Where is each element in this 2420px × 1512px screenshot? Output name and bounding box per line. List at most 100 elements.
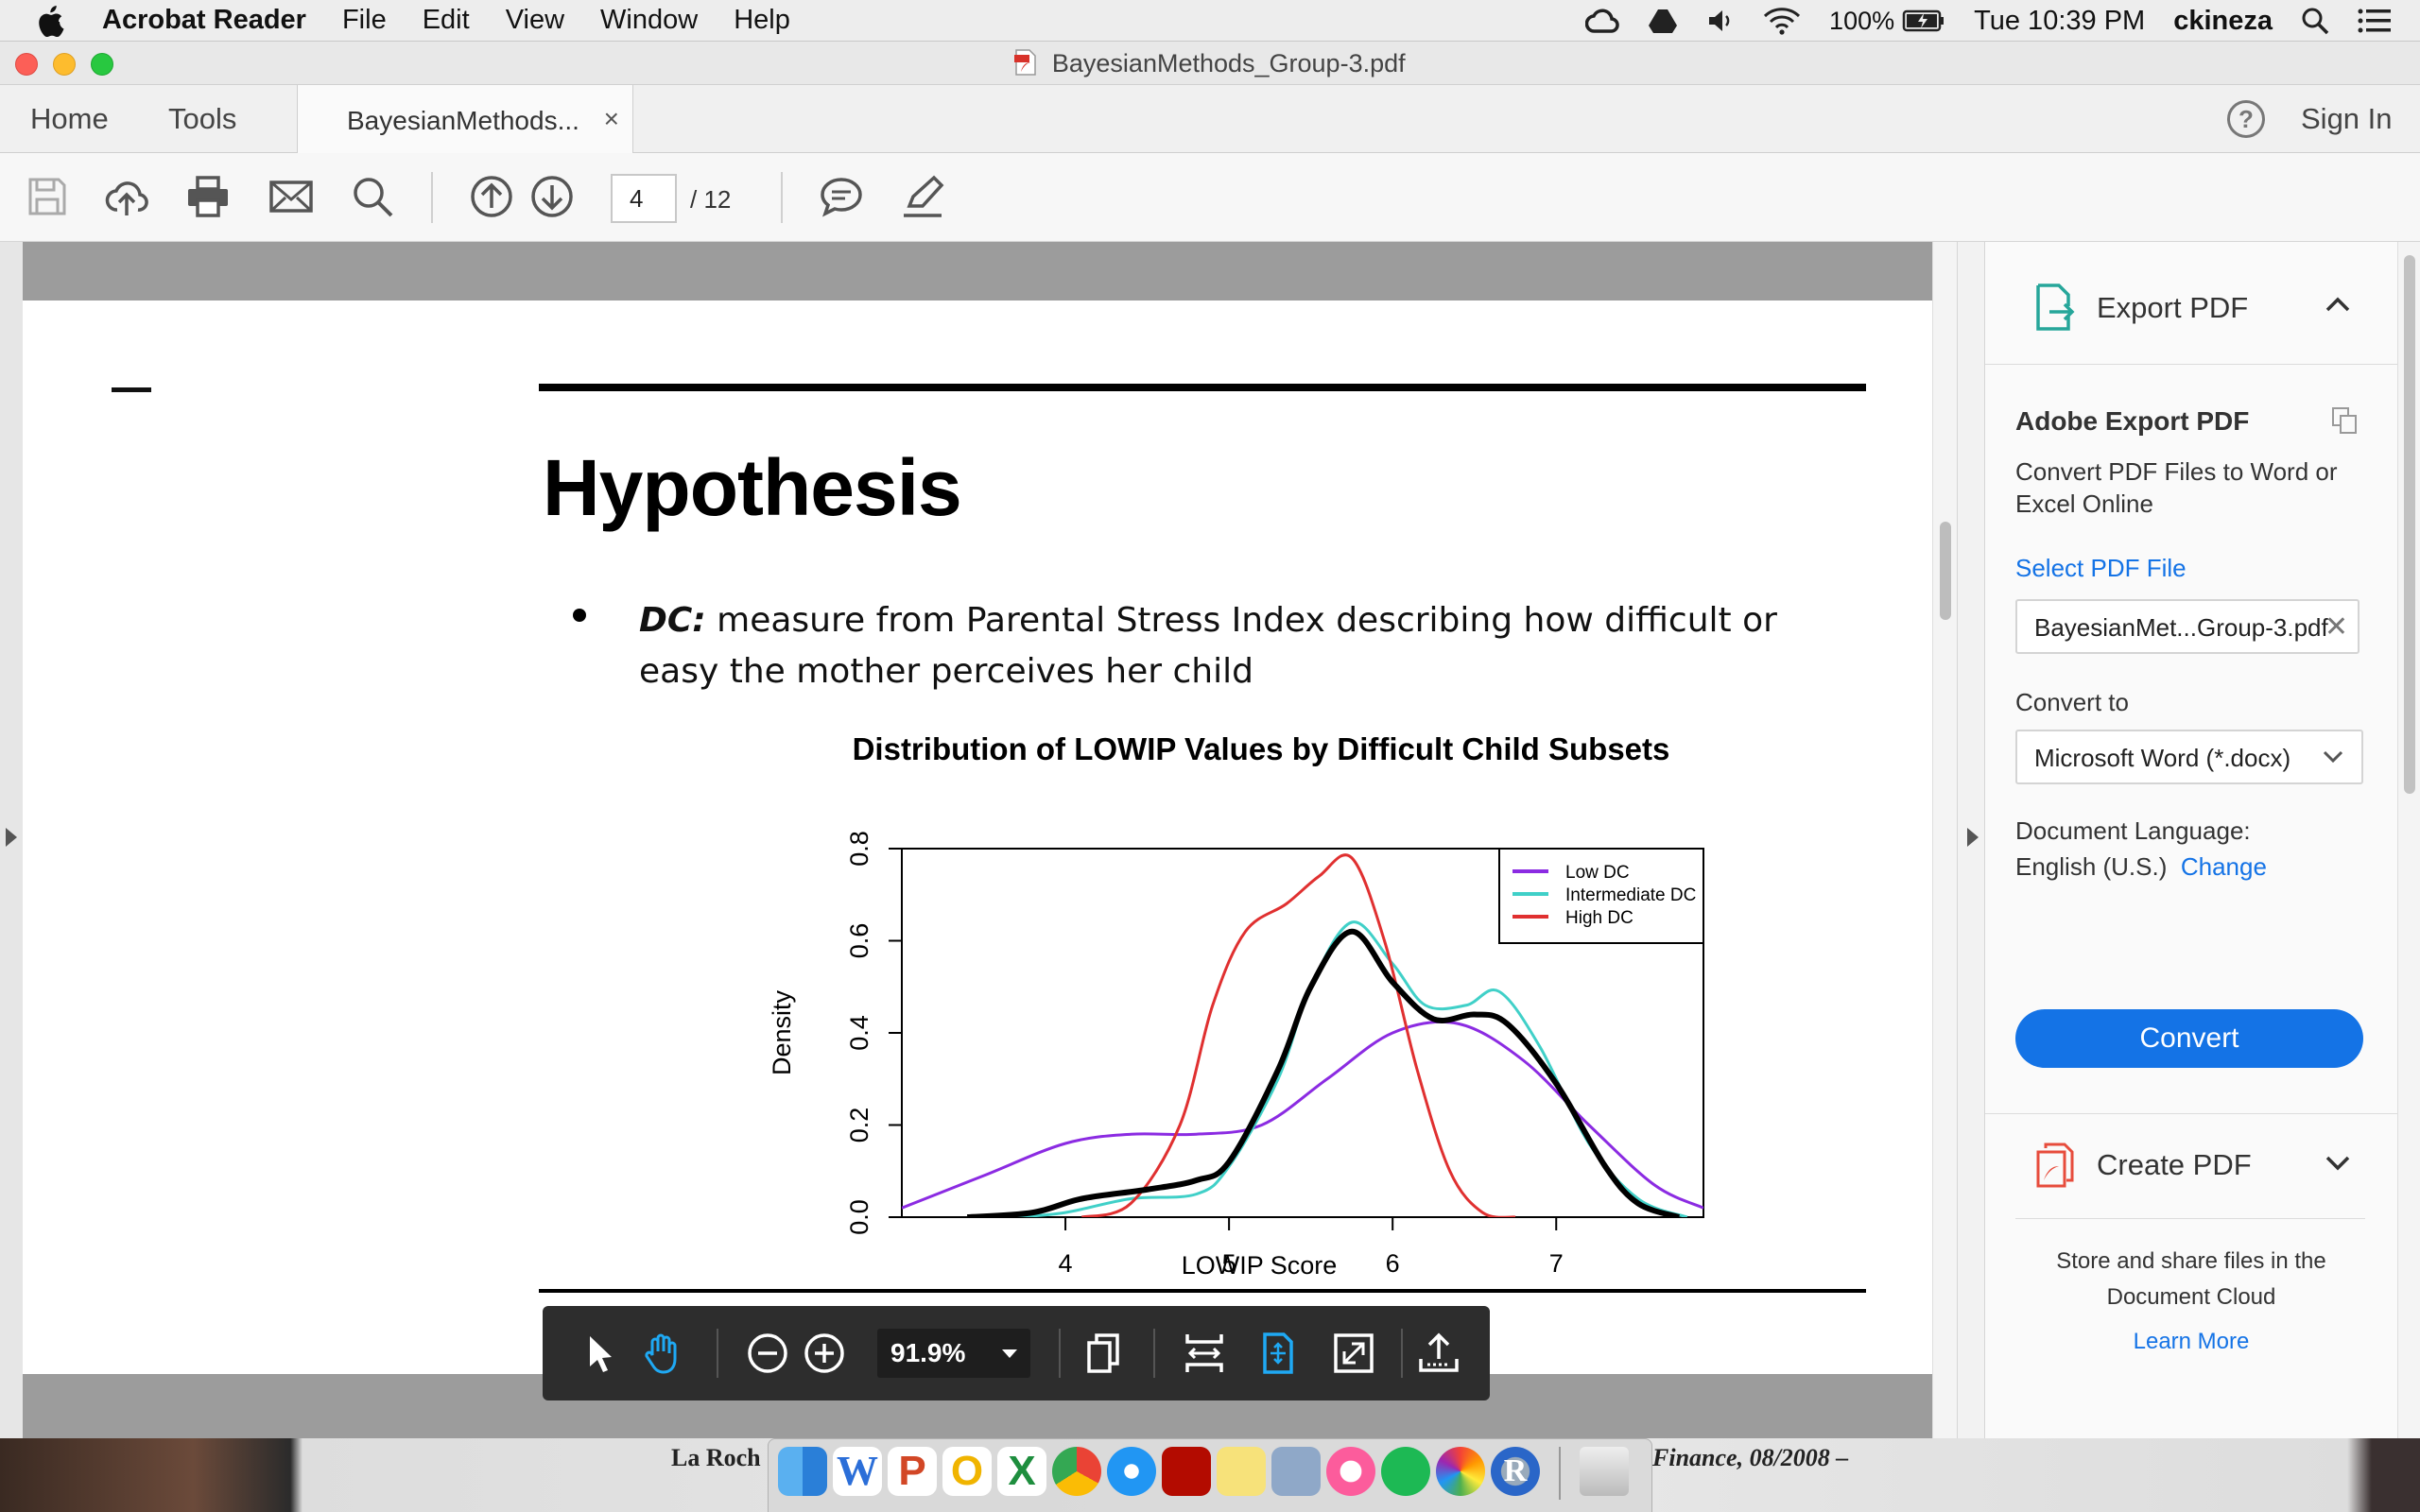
- select-pdf-file-link[interactable]: Select PDF File: [2015, 554, 2187, 582]
- acrobat-icon[interactable]: [1162, 1447, 1211, 1496]
- chrome-icon[interactable]: [1052, 1447, 1101, 1496]
- share-upload-icon[interactable]: [1416, 1331, 1461, 1376]
- tab-document[interactable]: BayesianMethods... ×: [297, 85, 633, 154]
- tab-home[interactable]: Home: [30, 102, 109, 135]
- safari-icon[interactable]: [1107, 1447, 1156, 1496]
- toolbar: 4 / 12: [0, 153, 2420, 242]
- menu-help[interactable]: Help: [734, 5, 790, 35]
- document-language: Document Language: English (U.S.) Change: [2015, 813, 2267, 885]
- full-screen-icon[interactable]: [1331, 1331, 1376, 1376]
- chevron-down-icon[interactable]: [2324, 1154, 2352, 1177]
- document-viewport[interactable]: Hypothesis DC: measure from Parental Str…: [0, 242, 1957, 1438]
- drive-icon[interactable]: [1648, 8, 1678, 34]
- pane-scrollbar-thumb[interactable]: [2404, 255, 2415, 794]
- menu-edit[interactable]: Edit: [422, 5, 470, 35]
- comment-icon[interactable]: [819, 174, 864, 219]
- upload-cloud-icon[interactable]: [104, 174, 149, 219]
- convert-format-dropdown[interactable]: Microsoft Word (*.docx): [2015, 730, 2363, 784]
- chart-title: Distribution of LOWIP Values by Difficul…: [853, 731, 1670, 766]
- search-icon[interactable]: [350, 174, 395, 219]
- virtualbox-icon[interactable]: [1271, 1447, 1321, 1496]
- battery-icon[interactable]: [1902, 9, 1945, 33]
- fullscreen-window-button[interactable]: [91, 53, 113, 76]
- word-icon[interactable]: W: [833, 1447, 882, 1496]
- user-name[interactable]: ckineza: [2173, 5, 2273, 36]
- menu-app-name[interactable]: Acrobat Reader: [102, 5, 306, 35]
- itunes-icon[interactable]: [1326, 1447, 1375, 1496]
- sign-pen-icon[interactable]: [900, 174, 945, 219]
- outlook-icon[interactable]: O: [942, 1447, 992, 1496]
- create-pdf-header[interactable]: Create PDF: [1985, 1113, 2397, 1225]
- menu-bar: Acrobat Reader File Edit View Window Hel…: [0, 0, 2420, 42]
- close-tab-icon[interactable]: ×: [603, 104, 619, 133]
- close-window-button[interactable]: [15, 53, 38, 76]
- apple-icon[interactable]: [36, 5, 74, 37]
- hand-tool-icon[interactable]: [641, 1331, 686, 1376]
- zoom-caret-icon: [1002, 1349, 1017, 1358]
- clear-file-icon[interactable]: ✕: [2324, 611, 2348, 643]
- previous-page-icon[interactable]: [469, 174, 514, 219]
- pdf-file-icon: [1014, 49, 1037, 82]
- spotlight-search-icon[interactable]: [2301, 7, 2329, 35]
- spotify-icon[interactable]: [1381, 1447, 1430, 1496]
- bullet-term: DC:: [639, 601, 706, 640]
- fit-width-icon[interactable]: [1182, 1331, 1227, 1376]
- r-app-icon[interactable]: R: [1491, 1447, 1540, 1496]
- menu-file[interactable]: File: [341, 5, 387, 35]
- menu-view[interactable]: View: [505, 5, 565, 35]
- zoom-in-icon[interactable]: [802, 1331, 847, 1376]
- chevron-down-icon: [2322, 748, 2344, 768]
- powerpoint-icon[interactable]: P: [888, 1447, 937, 1496]
- finder-icon[interactable]: [778, 1447, 827, 1496]
- save-icon[interactable]: [25, 174, 70, 219]
- clock[interactable]: Tue 10:39 PM: [1974, 5, 2146, 36]
- learn-more-link[interactable]: Learn More: [2133, 1329, 2250, 1354]
- legend-label: Low DC: [1565, 863, 1630, 883]
- chevron-up-icon[interactable]: [2324, 295, 2352, 318]
- export-pdf-header[interactable]: Export PDF: [1985, 242, 2397, 365]
- email-icon[interactable]: [268, 174, 314, 219]
- series-line-high-dc: [1080, 853, 1516, 1217]
- next-page-icon[interactable]: [529, 174, 575, 219]
- excel-icon[interactable]: X: [997, 1447, 1046, 1496]
- notes-icon[interactable]: [1217, 1447, 1266, 1496]
- fit-page-icon[interactable]: [1255, 1331, 1301, 1376]
- zoom-dropdown[interactable]: 91.9%: [877, 1329, 1030, 1378]
- selected-file-field[interactable]: BayesianMet...Group-3.pdf ✕: [2015, 599, 2360, 654]
- export-info-icon[interactable]: [2331, 406, 2360, 439]
- creative-cloud-icon[interactable]: [1585, 7, 1619, 35]
- battery-percent: 100%: [1829, 6, 1895, 35]
- menu-window[interactable]: Window: [600, 5, 699, 35]
- page-display-icon[interactable]: [1081, 1331, 1127, 1376]
- photos-icon[interactable]: [1436, 1447, 1485, 1496]
- sign-in-link[interactable]: Sign In: [2301, 102, 2393, 135]
- pane-scrollbar[interactable]: [2397, 242, 2420, 1438]
- select-arrow-icon[interactable]: [577, 1331, 622, 1376]
- document-scrollbar[interactable]: [1932, 242, 1957, 1438]
- minimize-window-button[interactable]: [53, 53, 76, 76]
- trash-icon[interactable]: [1580, 1447, 1629, 1496]
- document-scrollbar-thumb[interactable]: [1940, 522, 1951, 620]
- dock: W P O X R: [768, 1438, 1652, 1512]
- selected-file-name: BayesianMet...Group-3.pdf: [2034, 613, 2328, 642]
- convert-button[interactable]: Convert: [2015, 1009, 2363, 1068]
- right-pane-arrow-icon[interactable]: [1967, 828, 1979, 847]
- y-tick-label: 0.6: [845, 923, 873, 959]
- right-pane-toggle[interactable]: [1957, 242, 1985, 1438]
- left-pane-toggle-icon[interactable]: [6, 828, 17, 847]
- zoom-out-icon[interactable]: [745, 1331, 790, 1376]
- page-number-input[interactable]: 4: [611, 174, 677, 223]
- wifi-icon[interactable]: [1763, 7, 1801, 35]
- series-line-overall: [967, 928, 1680, 1217]
- change-language-link[interactable]: Change: [2180, 852, 2267, 881]
- volume-icon[interactable]: [1706, 8, 1735, 34]
- notification-center-icon[interactable]: [2358, 8, 2392, 34]
- help-icon[interactable]: ?: [2227, 100, 2265, 138]
- window-title-bar: BayesianMethods_Group-3.pdf: [0, 42, 2420, 85]
- y-tick-label: 0.0: [845, 1199, 873, 1235]
- print-icon[interactable]: [185, 174, 231, 219]
- legend-label: High DC: [1565, 908, 1634, 928]
- tab-document-label: BayesianMethods...: [347, 106, 579, 135]
- tab-tools[interactable]: Tools: [168, 102, 237, 135]
- tab-bar: Home Tools BayesianMethods... × ? Sign I…: [0, 85, 2420, 154]
